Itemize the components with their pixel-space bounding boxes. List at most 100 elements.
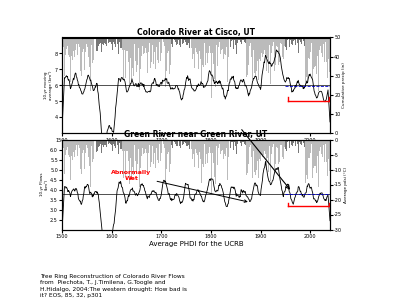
Bar bbox=[274, 38, 275, 71]
Bar bbox=[248, 140, 249, 164]
Bar bbox=[160, 38, 161, 55]
Bar bbox=[206, 38, 207, 53]
Bar bbox=[190, 140, 191, 141]
Bar bbox=[318, 140, 319, 188]
Bar bbox=[134, 38, 135, 44]
Bar bbox=[130, 140, 131, 158]
Bar bbox=[185, 140, 186, 143]
Bar bbox=[135, 38, 136, 61]
Bar bbox=[207, 140, 208, 163]
Bar bbox=[180, 38, 181, 47]
Bar bbox=[228, 140, 229, 144]
Bar bbox=[112, 140, 113, 151]
Bar bbox=[260, 38, 261, 61]
Bar bbox=[170, 140, 171, 164]
Bar bbox=[186, 140, 187, 146]
Bar bbox=[111, 38, 112, 44]
Bar bbox=[264, 38, 265, 50]
Bar bbox=[93, 38, 94, 60]
Bar bbox=[298, 38, 299, 53]
Bar bbox=[151, 140, 152, 162]
Bar bbox=[166, 140, 167, 169]
Bar bbox=[299, 38, 300, 46]
Bar bbox=[245, 140, 246, 145]
Bar bbox=[285, 38, 286, 47]
Bar bbox=[218, 38, 219, 86]
Bar bbox=[234, 140, 235, 142]
Bar bbox=[325, 38, 326, 43]
Bar bbox=[65, 140, 66, 155]
Bar bbox=[243, 140, 244, 142]
Bar bbox=[62, 38, 63, 49]
Bar bbox=[83, 38, 84, 50]
Bar bbox=[214, 38, 215, 79]
Bar bbox=[101, 140, 102, 142]
Bar bbox=[306, 140, 307, 175]
Bar bbox=[235, 38, 236, 47]
Bar bbox=[247, 140, 248, 173]
Bar bbox=[111, 140, 112, 145]
Bar bbox=[283, 140, 284, 159]
Bar bbox=[293, 38, 294, 41]
Bar bbox=[104, 38, 105, 44]
Bar bbox=[113, 38, 114, 42]
Bar bbox=[272, 140, 273, 147]
Bar bbox=[115, 140, 116, 148]
Bar bbox=[117, 38, 118, 44]
Bar bbox=[302, 140, 303, 141]
Bar bbox=[224, 38, 225, 56]
Bar bbox=[158, 140, 159, 161]
Bar bbox=[118, 140, 119, 154]
Bar bbox=[210, 38, 211, 53]
Bar bbox=[238, 38, 239, 40]
Bar bbox=[267, 38, 268, 58]
Bar bbox=[164, 38, 165, 46]
Text: Tree Ring Reconstruction of Colorado River Flows
from  Piechota, T., J.Timilena,: Tree Ring Reconstruction of Colorado Riv… bbox=[40, 274, 187, 298]
Bar bbox=[108, 38, 109, 43]
Bar bbox=[88, 140, 89, 155]
Bar bbox=[216, 140, 217, 154]
Bar bbox=[144, 38, 145, 53]
Bar bbox=[176, 140, 177, 146]
Bar bbox=[299, 140, 300, 148]
Bar bbox=[248, 38, 249, 65]
Bar bbox=[97, 140, 98, 150]
Bar bbox=[126, 140, 127, 152]
Bar bbox=[123, 140, 124, 178]
Bar bbox=[313, 140, 314, 168]
Bar bbox=[229, 38, 230, 43]
Bar bbox=[309, 140, 310, 155]
Bar bbox=[82, 38, 83, 44]
Bar bbox=[256, 140, 257, 169]
Bar bbox=[174, 38, 175, 40]
Bar bbox=[139, 140, 140, 187]
Bar bbox=[192, 38, 193, 59]
Bar bbox=[180, 140, 181, 148]
Bar bbox=[319, 140, 320, 151]
Bar bbox=[146, 38, 147, 52]
X-axis label: Average PHDI for the UCRB: Average PHDI for the UCRB bbox=[149, 242, 243, 248]
Bar bbox=[149, 140, 150, 145]
Bar bbox=[294, 140, 295, 141]
Bar bbox=[125, 38, 126, 78]
Bar bbox=[100, 140, 101, 144]
Bar bbox=[278, 140, 279, 164]
Bar bbox=[328, 140, 329, 159]
Bar bbox=[250, 140, 251, 145]
Bar bbox=[172, 140, 173, 148]
Bar bbox=[181, 140, 182, 141]
Bar bbox=[227, 38, 228, 82]
Bar bbox=[158, 38, 159, 62]
Bar bbox=[250, 38, 251, 43]
Bar bbox=[201, 38, 202, 86]
Bar bbox=[301, 140, 302, 142]
Bar bbox=[256, 38, 257, 71]
Bar bbox=[266, 140, 267, 170]
Bar bbox=[272, 38, 273, 46]
Bar bbox=[262, 38, 263, 57]
Bar bbox=[270, 38, 271, 84]
Bar bbox=[275, 38, 276, 65]
Bar bbox=[185, 38, 186, 41]
Bar bbox=[201, 140, 202, 183]
Bar bbox=[270, 140, 271, 182]
